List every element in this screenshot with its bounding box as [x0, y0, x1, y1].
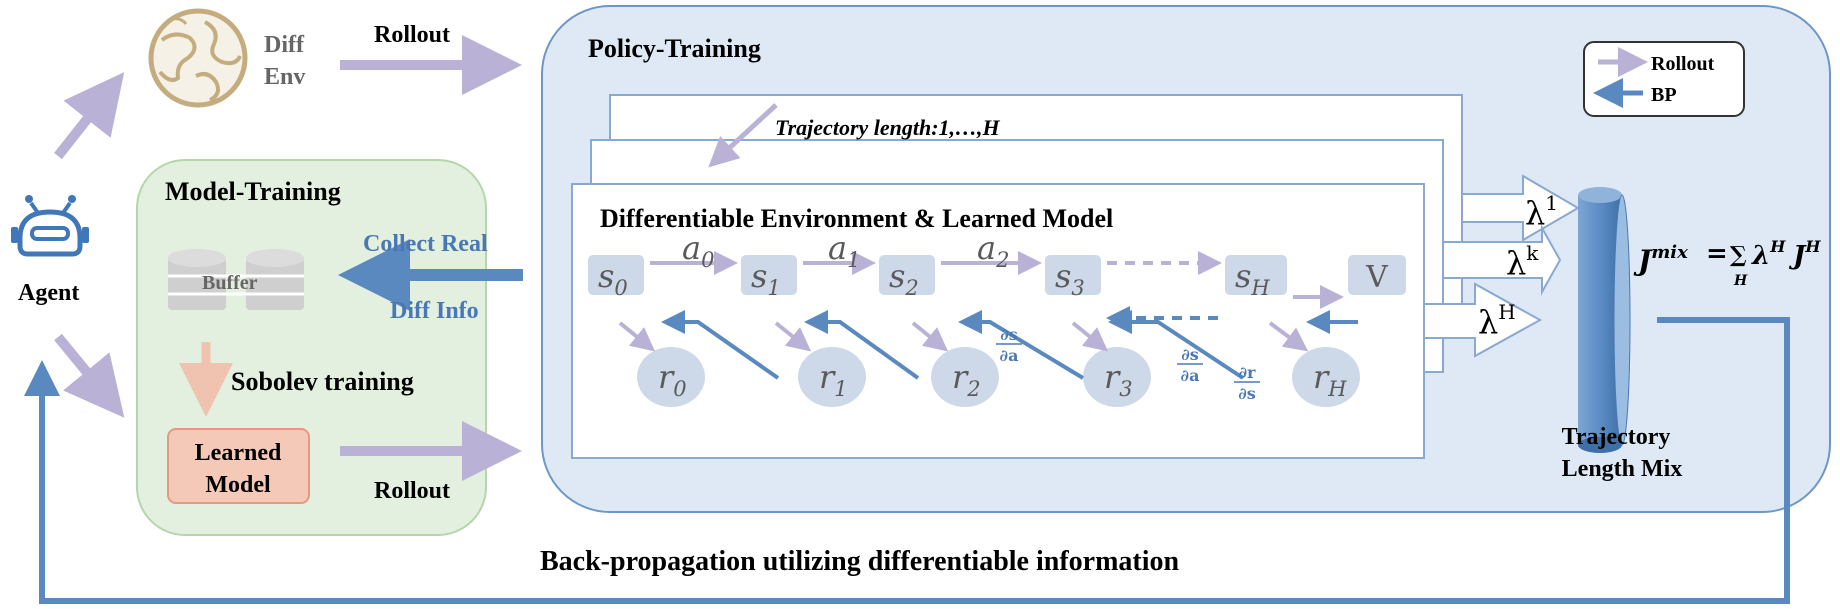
bp-arrow-1 — [804, 310, 920, 380]
learned-model-box — [167, 428, 310, 504]
trajectory-mix-cylinder — [1578, 187, 1631, 453]
state-label-2: s2 — [889, 257, 919, 300]
collect-label-1: Collect Real — [363, 231, 488, 257]
lambda-arrow-k — [1442, 224, 1562, 296]
state-node-3 — [1045, 255, 1101, 295]
legend-bp-label: BP — [1651, 84, 1677, 106]
agent-to-env-arrow — [54, 72, 125, 160]
deriv-num-0: ∂s — [1000, 325, 1018, 344]
action-label-0: a0 — [682, 229, 714, 272]
trajectory-length-label: Trajectory length:1,…,H — [775, 115, 1001, 140]
reward-node-3 — [1083, 347, 1151, 407]
state-node-4 — [1225, 255, 1287, 295]
svg-text:λH: λH — [1751, 237, 1786, 271]
svg-text:∑: ∑ — [1730, 242, 1747, 268]
state-label-4: sH — [1235, 257, 1270, 300]
trajectory-mix-line1: Trajectory — [1562, 424, 1671, 450]
lambda-arrow-h — [1423, 282, 1543, 358]
diff-env-line1: Diff — [264, 32, 305, 58]
svg-text:Jmix: Jmix — [1633, 242, 1688, 277]
state-label-0: s0 — [598, 257, 628, 300]
buffer-label: Buffer — [202, 272, 258, 294]
lambda-h: λH — [1478, 300, 1516, 341]
value-label: V — [1365, 260, 1389, 295]
reward-label-3: r3 — [1104, 358, 1133, 401]
learned-model-line1: Learned — [195, 440, 282, 466]
reward-node-2 — [931, 347, 999, 407]
svg-text:JH: JH — [1788, 237, 1821, 271]
sobolev-label: Sobolev training — [231, 367, 414, 396]
reward-label-2: r2 — [952, 358, 981, 401]
rollout-label-top: Rollout — [374, 22, 450, 48]
j-mix-formula: Jmix = ∑ H λH JH — [1633, 237, 1821, 289]
svg-text:H: H — [1733, 273, 1748, 289]
inner-title: Differentiable Environment & Learned Mod… — [600, 204, 1113, 233]
model-training-title: Model-Training — [165, 177, 341, 206]
backprop-arrow — [23, 317, 1790, 604]
value-node — [1348, 255, 1406, 295]
trajectory-pointer-arrow — [708, 103, 778, 168]
svg-text:=: = — [1706, 239, 1728, 269]
legend: Rollout BP — [1583, 41, 1745, 117]
deriv-den-1: ∂a — [1181, 366, 1200, 385]
lambda-arrow-1 — [1461, 174, 1580, 242]
state-node-1 — [741, 255, 797, 295]
state-reward-arrow-2 — [911, 321, 949, 352]
lambda-1: λ1 — [1525, 191, 1558, 232]
state-reward-arrow-3 — [1071, 321, 1109, 352]
backprop-label: Back-propagation utilizing differentiabl… — [540, 546, 1180, 577]
state-node-0 — [588, 255, 644, 295]
lambda-k: λk — [1506, 241, 1539, 282]
reward-label-0: r0 — [658, 358, 687, 401]
robot-icon — [11, 195, 89, 257]
state-node-2 — [879, 255, 935, 295]
state-reward-arrow-1 — [774, 321, 812, 352]
legend-rollout-label: Rollout — [1651, 53, 1715, 75]
policy-training-title: Policy-Training — [588, 34, 761, 63]
state-reward-arrow-0 — [618, 321, 656, 352]
card-front — [571, 183, 1425, 459]
state-label-1: s1 — [751, 257, 781, 300]
deriv-den-2: ∂s — [1238, 384, 1256, 403]
rollout-label-bottom: Rollout — [374, 478, 450, 504]
deriv-den-0: ∂a — [1000, 346, 1019, 365]
globe-icon — [148, 8, 248, 108]
buffer-icon — [168, 249, 304, 310]
deriv-num-1: ∂s — [1181, 345, 1199, 364]
reward-node-1 — [798, 347, 866, 407]
bp-arrow-0 — [661, 310, 780, 380]
bp-arrow-2 — [958, 310, 1085, 380]
reward-label-4: rH — [1313, 358, 1347, 401]
collect-label-2: Diff Info — [390, 298, 479, 324]
reward-node-0 — [637, 347, 705, 407]
agent-label: Agent — [18, 280, 79, 306]
reward-node-4 — [1292, 347, 1360, 407]
reward-label-1: r1 — [819, 358, 848, 401]
state-label-3: s3 — [1055, 257, 1085, 300]
diff-env-line2: Env — [264, 64, 305, 90]
trajectory-chain: s0 s1 s2 s3 sH Vr0 r1 r2 r3 rH a0 a1 a2 ∂s ∂a ∂s ∂a ∂r ∂s — [588, 229, 1406, 407]
state-reward-arrow-4 — [1268, 321, 1309, 352]
agent-to-model-arrow — [54, 333, 125, 418]
action-label-2: a2 — [977, 229, 1009, 272]
learned-model-line2: Model — [205, 472, 271, 498]
deriv-num-2: ∂r — [1239, 363, 1257, 382]
trajectory-mix-line2: Length Mix — [1562, 456, 1683, 482]
action-label-1: a1 — [828, 229, 860, 272]
